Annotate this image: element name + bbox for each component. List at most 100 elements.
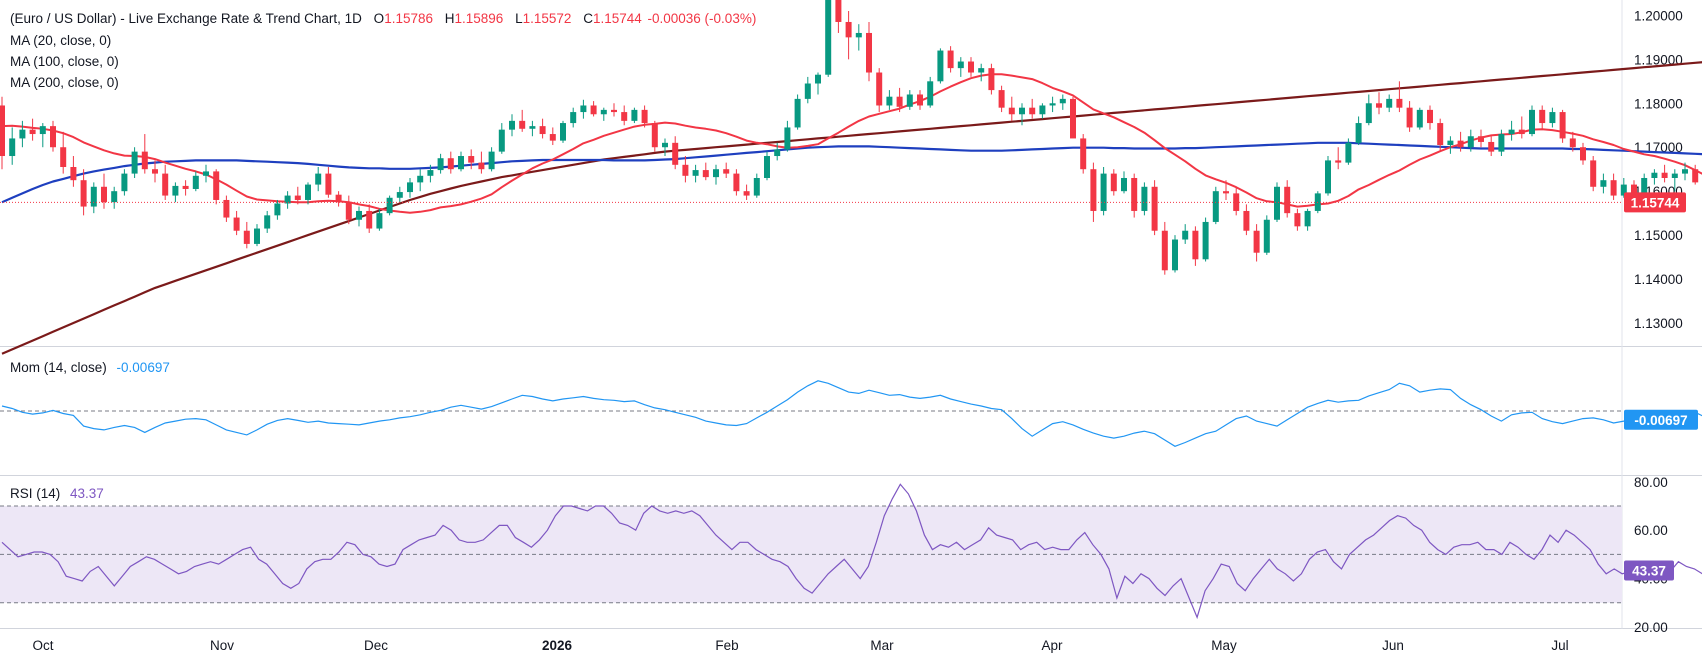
candle-body [1529,109,1535,135]
ohlc-change-value: -0.00036 (-0.03%) [647,11,757,26]
candle-body [753,177,760,196]
candle-body [447,158,454,170]
candle-body [876,72,883,106]
candle-body [988,68,995,91]
candle-body [0,105,5,157]
rsi-tick-label: 80.00 [1634,475,1668,490]
candle-body [784,127,791,150]
candle-body [325,173,332,195]
candle-body [651,123,658,148]
momentum-badge-label: -0.00697 [1634,413,1687,428]
last-price-badge-label: 1.15744 [1631,195,1680,210]
candle-body [111,191,118,203]
candle-body [1376,103,1382,108]
candle-body [600,109,607,115]
candle-body [1498,134,1505,152]
candle-body [162,173,169,196]
candle-body [1202,221,1209,260]
candle-body [417,175,424,183]
candle-body [264,215,271,229]
rsi-badge-label: 43.37 [1632,563,1666,578]
candle-body [1457,140,1464,148]
candle-body [611,109,617,113]
candle-body [233,217,240,231]
candle-body [1518,129,1525,135]
candle-body [1641,177,1648,195]
candle-body [1631,184,1637,195]
candle-body [1569,138,1576,148]
candle-body [845,21,852,38]
candle-body [152,169,158,174]
candle-body [284,195,291,204]
candle-body [1029,107,1036,115]
x-tick-label: Feb [715,638,738,653]
candle-body [560,123,566,141]
candle-body [356,210,362,220]
candle-body [1559,112,1566,139]
rsi-line [1,483,1702,620]
candle-body [1080,138,1087,170]
candle-body [1396,98,1403,108]
candle-body [478,162,485,170]
candle-body [335,194,342,203]
candle-body [1243,210,1250,231]
price-tick-label: 1.13000 [1634,316,1683,331]
ma20-line [1,73,1702,214]
candle-body [835,0,842,22]
rsi-tick-label: 20.00 [1634,620,1668,635]
candle-body [968,61,974,73]
candle-body [315,173,322,185]
legend-ma200: MA (200, close, 0) [10,75,119,90]
chart-title: (Euro / US Dollar) - Live Exchange Rate … [10,11,362,26]
price-tick-label: 1.20000 [1634,8,1683,23]
candle-body [1478,136,1484,142]
candle-body [1182,230,1189,240]
candle-body [621,112,628,121]
candle-body [723,169,730,174]
candle-body [917,94,923,106]
candle-body [1437,123,1444,146]
candle-body [60,147,67,168]
candle-body [733,173,740,192]
candle-body [1600,180,1607,187]
candle-body [1192,230,1199,260]
x-tick-label: Dec [364,638,388,653]
candle-body [294,195,301,200]
candle-body [743,191,750,196]
candle-body [947,50,954,69]
candle-body [1263,219,1270,253]
candle-body [590,105,597,115]
candle-body [396,192,403,198]
rsi-tick-label: 60.00 [1634,523,1668,538]
candle-body [223,199,230,218]
momentum-badge [1624,409,1698,430]
candle-body [570,112,577,124]
candle-body [1651,172,1658,178]
candle-body [764,156,770,178]
candle-body [1161,230,1168,271]
last-price-badge [1624,192,1686,213]
candle-body [519,120,526,129]
candle-body [1172,239,1178,271]
ohlc-low-key: L [515,11,523,26]
candle-body [631,109,638,121]
ohlc-high-key: H [444,11,455,26]
x-tick-label: May [1211,638,1237,653]
candle-body [1549,112,1556,124]
x-tick-label: 2026 [542,638,573,653]
candle-body [498,129,505,152]
candle-body [1427,109,1433,124]
ma100-line [1,141,1702,204]
candle-body [682,164,689,176]
legend-ma20: MA (20, close, 0) [10,33,112,48]
candle-body [1671,173,1678,178]
candle-body [1039,105,1046,115]
candle-body [1151,186,1158,231]
candle-body [29,129,36,135]
candle-body [437,158,444,171]
candle-body [1304,210,1311,227]
candle-body [131,151,138,174]
candle-body [213,171,220,200]
